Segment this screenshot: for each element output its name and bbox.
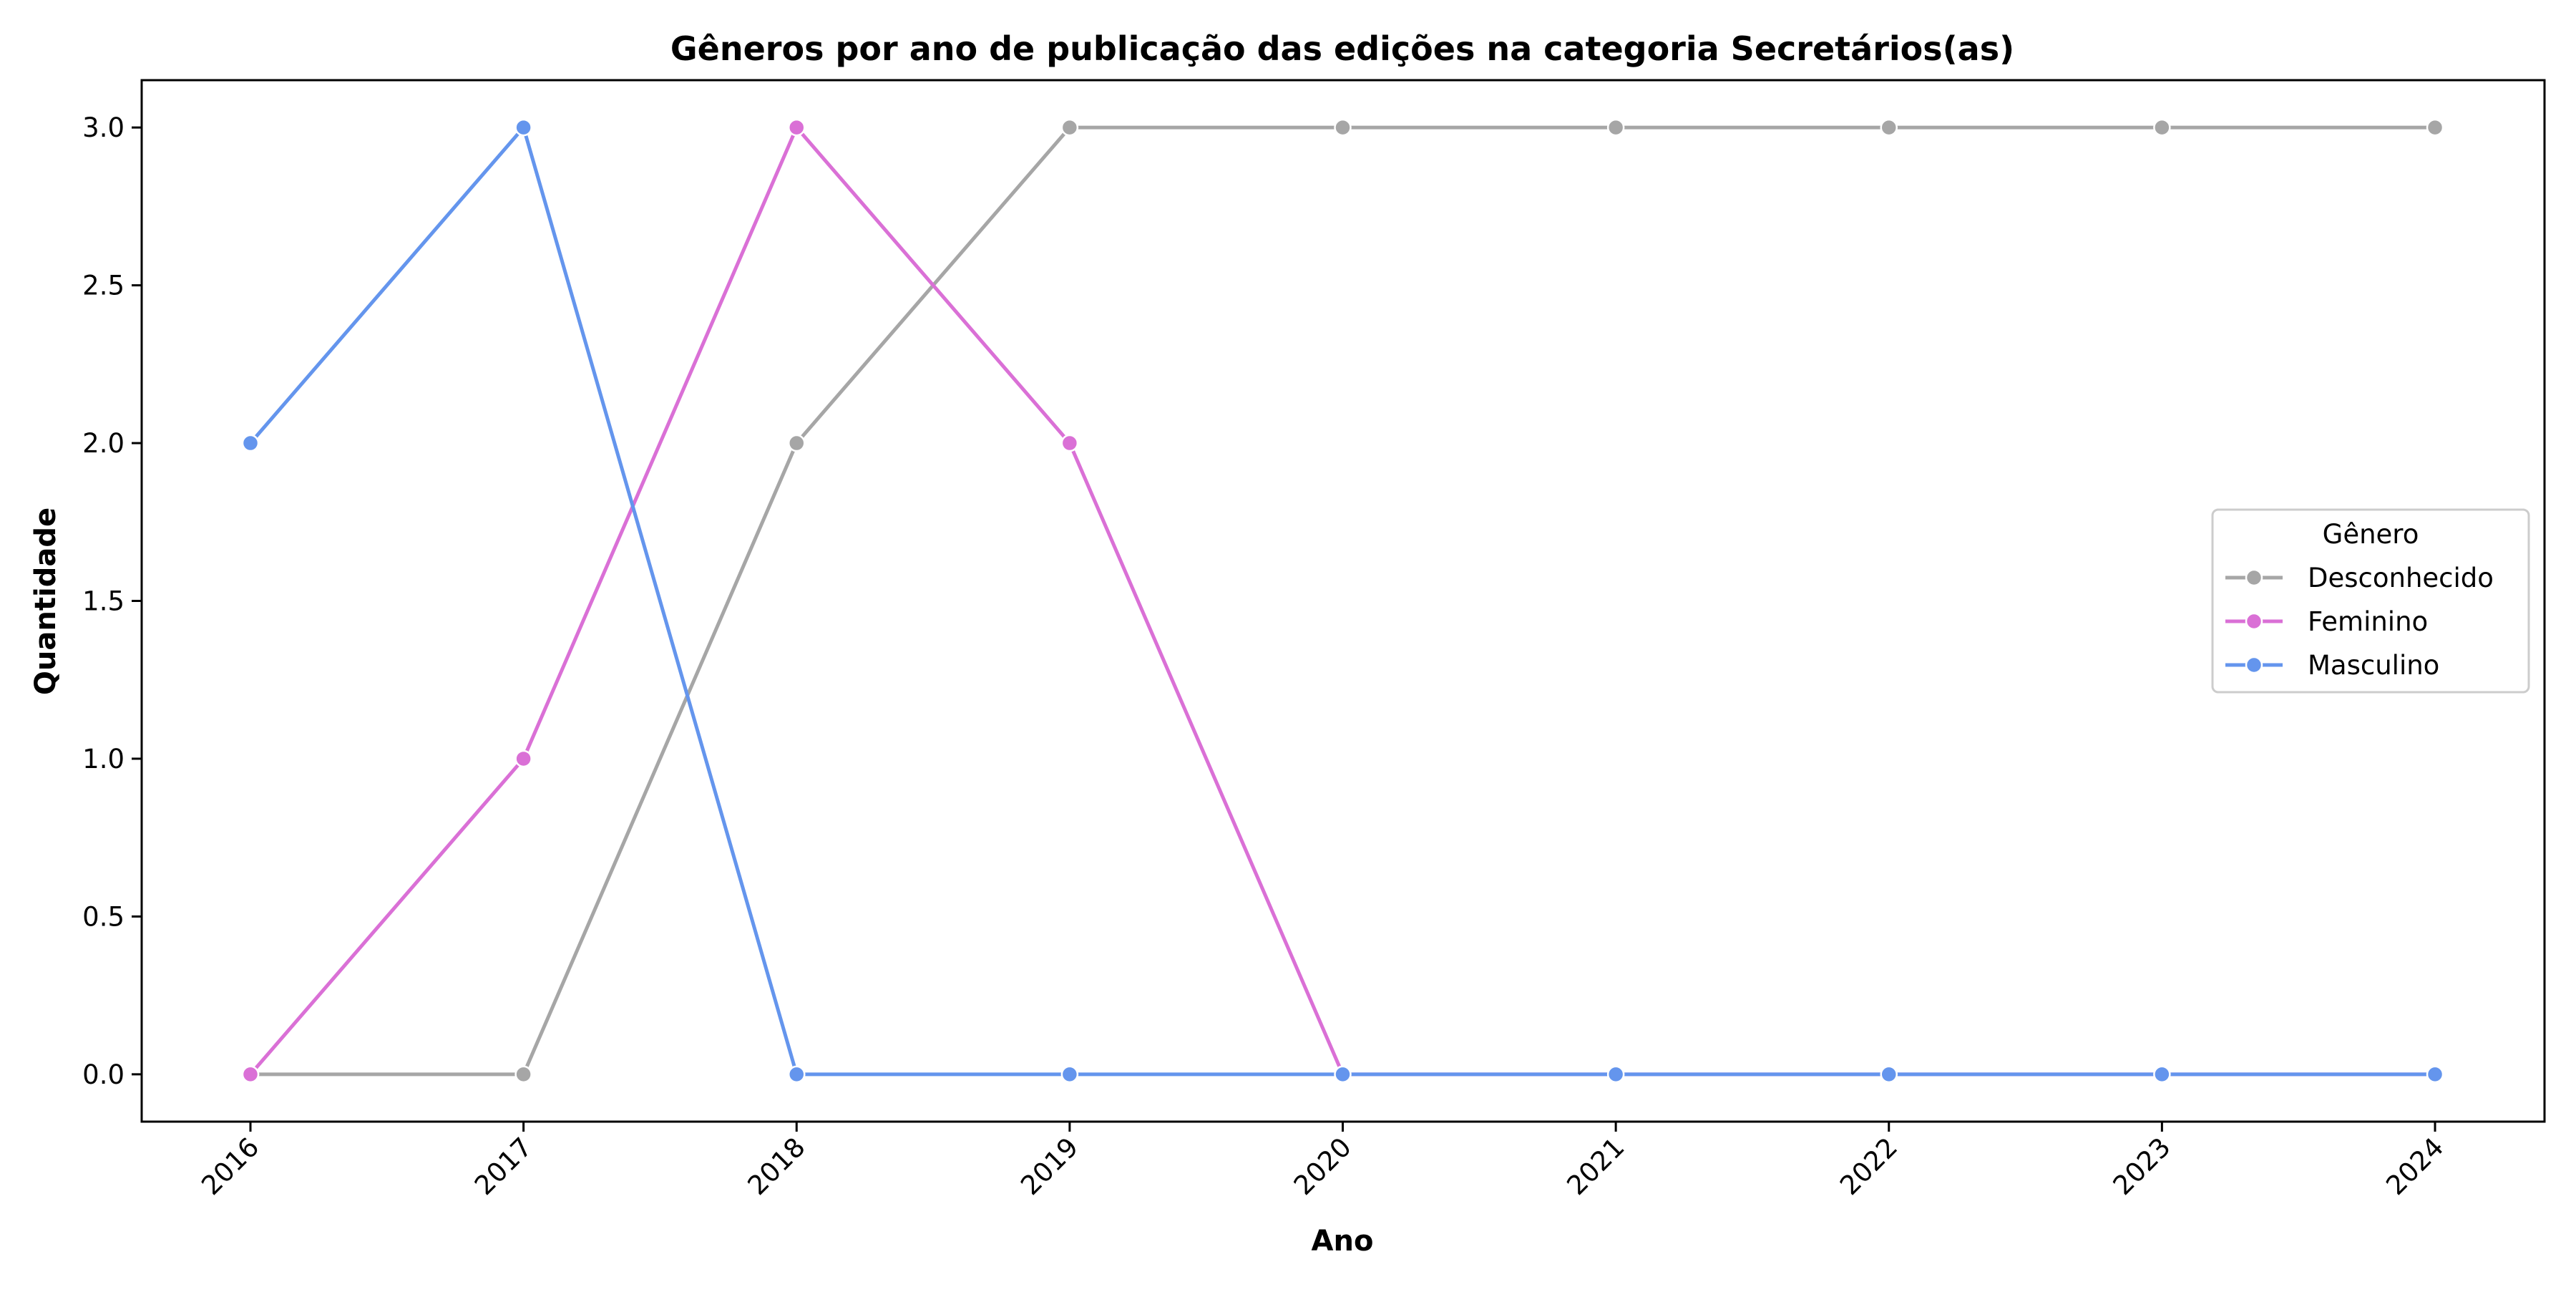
legend-marker-desconhecido [2245, 568, 2263, 587]
data-point-masculino [1060, 1065, 1079, 1084]
data-point-desconhecido [514, 1065, 532, 1084]
chart-title: Gêneros por ano de publicação das ediçõe… [670, 29, 2014, 68]
y-tick-label: 1.5 [82, 586, 125, 617]
data-point-masculino [1880, 1065, 1898, 1084]
data-point-masculino [788, 1065, 806, 1084]
data-point-feminino [241, 1065, 260, 1084]
y-axis-label: Quantidade [29, 507, 62, 695]
data-point-feminino [1060, 434, 1079, 452]
data-point-masculino [1334, 1065, 1352, 1084]
y-axis: 0.0 0.5 1.0 1.5 2.0 2.5 3.0 [82, 112, 142, 1090]
data-point-feminino [788, 118, 806, 137]
plot-area [241, 118, 2444, 1084]
legend-label-masculino: Masculino [2308, 650, 2439, 681]
x-axis-label: Ano [1312, 1225, 1374, 1258]
legend-marker-masculino [2245, 656, 2263, 674]
data-point-desconhecido [2153, 118, 2171, 137]
data-point-desconhecido [1880, 118, 1898, 137]
y-tick-label: 3.0 [82, 112, 125, 143]
legend-label-desconhecido: Desconhecido [2308, 563, 2494, 593]
legend-title: Gênero [2323, 519, 2419, 550]
y-tick-label: 2.5 [82, 271, 125, 301]
y-tick-label: 0.0 [82, 1059, 125, 1090]
data-point-masculino [241, 434, 260, 452]
data-point-masculino [514, 118, 532, 137]
data-point-desconhecido [1334, 118, 1352, 137]
legend: Gênero Desconhecido Feminino Masculino [2211, 508, 2530, 694]
legend-label-feminino: Feminino [2308, 606, 2428, 637]
y-tick-label: 0.5 [82, 901, 125, 932]
data-point-desconhecido [1060, 118, 1079, 137]
data-point-desconhecido [1606, 118, 1625, 137]
y-tick-label: 1.0 [82, 744, 125, 774]
legend-marker-feminino [2245, 612, 2263, 631]
y-tick-label: 2.0 [82, 428, 125, 459]
data-point-masculino [2153, 1065, 2171, 1084]
data-point-masculino [2426, 1065, 2444, 1084]
data-point-desconhecido [788, 434, 806, 452]
legend-box [2211, 508, 2530, 694]
data-point-feminino [514, 749, 532, 768]
data-point-masculino [1606, 1065, 1625, 1084]
legend-items: Desconhecido Feminino Masculino [2225, 563, 2494, 681]
data-point-desconhecido [2426, 118, 2444, 137]
